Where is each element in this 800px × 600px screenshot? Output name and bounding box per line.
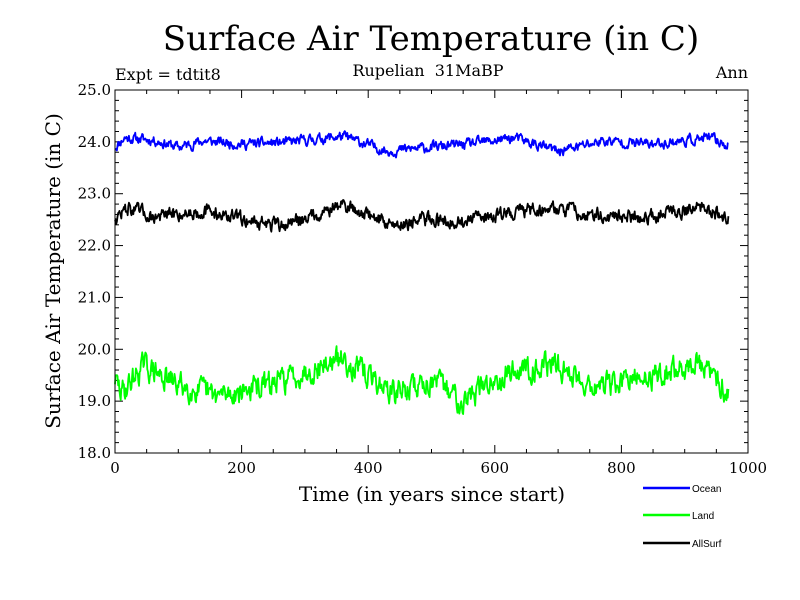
- data-series: [114, 130, 730, 416]
- x-tick-label: 1000: [729, 459, 767, 477]
- series-line-allsurf: [114, 199, 730, 233]
- y-tick-label: 23.0: [78, 185, 111, 203]
- x-tick-label: 800: [607, 459, 636, 477]
- series-line-ocean: [114, 130, 729, 159]
- season-label: Ann: [715, 63, 748, 82]
- legend-label-allsurf: AllSurf: [692, 539, 722, 550]
- plot-frame: [114, 89, 749, 454]
- chart-title: Surface Air Temperature (in C): [163, 19, 699, 59]
- x-tick-label: 200: [227, 459, 256, 477]
- legend: Ocean Land AllSurf: [643, 484, 722, 550]
- experiment-label: Expt = tdtit8: [115, 65, 221, 84]
- y-tick-label: 25.0: [78, 81, 111, 99]
- x-tick-label: 0: [110, 459, 120, 477]
- series-line-land: [114, 345, 730, 416]
- x-axis-label: Time (in years since start): [299, 482, 565, 506]
- y-tick-label: 20.0: [78, 340, 111, 358]
- y-tick-label: 21.0: [78, 288, 111, 306]
- chart-subtitle: Rupelian 31MaBP: [352, 61, 503, 80]
- y-tick-label: 24.0: [78, 133, 111, 151]
- y-axis-label: Surface Air Temperature (in C): [41, 113, 65, 429]
- y-tick-label: 19.0: [78, 392, 111, 410]
- x-tick-label: 400: [354, 459, 383, 477]
- axis-ticks: 0 200 400 600 800 1000 18.0 19.0 20.0 21.0 22.0 23.…: [78, 81, 768, 477]
- y-tick-label: 18.0: [78, 444, 111, 462]
- x-tick-label: 600: [480, 459, 509, 477]
- legend-label-ocean: Ocean: [692, 484, 721, 495]
- legend-label-land: Land: [692, 511, 714, 522]
- y-tick-label: 22.0: [78, 237, 111, 255]
